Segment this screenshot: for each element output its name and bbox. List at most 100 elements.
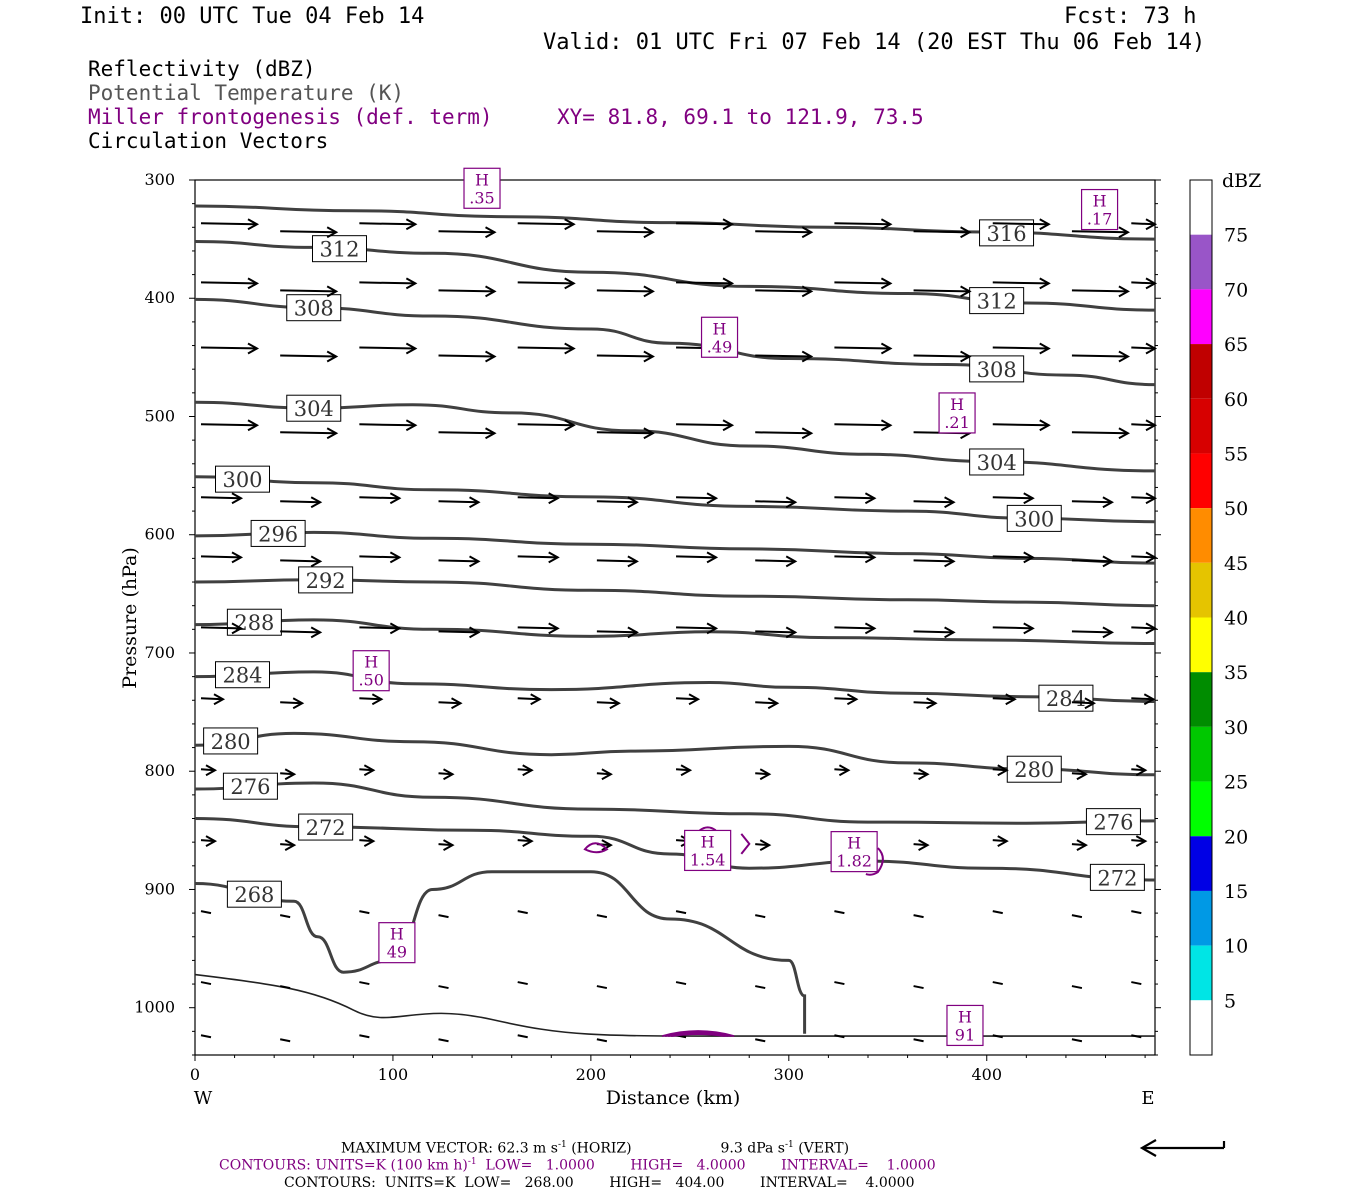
- max-vector-horiz: MAXIMUM VECTOR: 62.3 m s: [341, 1140, 558, 1157]
- surface-line: [194, 973, 1155, 1037]
- vector-arrowhead: [231, 492, 244, 505]
- x-tick-label: 400: [971, 1065, 1002, 1084]
- vector-arrowhead: [205, 835, 218, 848]
- vector-arrowhead: [1118, 285, 1130, 298]
- vector-arrowhead: [997, 835, 1009, 848]
- vector-arrowhead: [231, 622, 244, 635]
- colorbar-swatch: [1190, 617, 1212, 673]
- unit-exponent: -1: [467, 1157, 477, 1167]
- colorbar-level-label: 15: [1224, 881, 1248, 903]
- frontogenesis-max-box: [463, 167, 501, 209]
- circulation-vector: [596, 431, 653, 435]
- vector-arrowhead: [247, 342, 260, 355]
- frontogenesis-max-marker: H: [475, 170, 489, 189]
- vector-arrowhead: [643, 350, 655, 363]
- circulation-vector: [1071, 1038, 1083, 1043]
- circulation-vector: [517, 910, 528, 915]
- vector-arrowhead: [469, 496, 481, 509]
- circulation-vector: [596, 354, 653, 358]
- vector-arrowhead: [1005, 693, 1017, 706]
- circulation-vector: [1071, 630, 1112, 634]
- contour-label-box: [298, 566, 354, 594]
- vector-arrowhead: [564, 218, 576, 231]
- frontogenesis-max-value: .35: [469, 188, 494, 207]
- circulation-vector: [596, 289, 653, 293]
- contour-label: 292: [306, 569, 346, 593]
- vector-arrowhead: [1102, 496, 1114, 509]
- circulation-vector: [755, 559, 796, 563]
- circulation-vector: [913, 289, 970, 293]
- circulation-vector: [992, 697, 1015, 701]
- max-vector-vert-unit: (VERT): [793, 1140, 850, 1157]
- circulation-vector: [359, 423, 416, 427]
- circulation-vector: [359, 697, 382, 701]
- circulation-vector: [279, 985, 291, 990]
- legend-miller: Miller frontogenesis (def. term): [88, 105, 493, 129]
- colorbar-level-label: 30: [1224, 717, 1248, 739]
- vector-arrowhead: [443, 839, 455, 852]
- contour-label-box: [1006, 504, 1062, 532]
- vector-arrowhead: [389, 492, 402, 505]
- circulation-vector: [1071, 500, 1112, 504]
- frontogenesis-max-marker: H: [950, 395, 964, 414]
- contour-label: 280: [1014, 758, 1054, 782]
- colorbar-swatch: [1190, 836, 1212, 891]
- circulation-vector: [438, 500, 479, 504]
- fg-range: LOW= 1.0000 HIGH= 4.0000 INTERVAL= 1.000…: [476, 1157, 936, 1174]
- vector-arrowhead: [944, 496, 956, 509]
- circulation-vector: [1071, 289, 1128, 293]
- vector-arrowhead: [864, 622, 877, 635]
- circulation-vector: [676, 496, 717, 500]
- contour-label: 300: [1014, 507, 1054, 531]
- circulation-vector: [913, 985, 924, 990]
- vector-arrowhead: [838, 764, 851, 777]
- contour-label: 304: [294, 397, 334, 421]
- plot-frame: [194, 179, 1156, 1056]
- theta-contour: [194, 530, 1156, 565]
- frontogenesis-contour-info: CONTOURS: UNITS=K (100 km h)-1 LOW= 1.00…: [219, 1157, 936, 1174]
- frontogenesis-max-box: [684, 829, 732, 872]
- circulation-vector: [992, 423, 1049, 427]
- contour-label: 284: [222, 664, 262, 688]
- colorbar-swatch: [1190, 508, 1212, 563]
- init-time: Init: 00 UTC Tue 04 Feb 14: [80, 4, 425, 29]
- circulation-vector: [913, 630, 954, 634]
- colorbar-swatch: [1190, 1000, 1212, 1055]
- x-end-east: E: [1141, 1088, 1154, 1109]
- circulation-vector: [676, 626, 717, 630]
- circulation-vector: [359, 222, 416, 226]
- circulation-vector: [834, 281, 891, 285]
- colorbar-level-label: 55: [1224, 443, 1248, 465]
- vector-arrowhead: [326, 427, 339, 440]
- vector-arrowhead: [1076, 768, 1088, 781]
- vector-arrowhead: [918, 839, 930, 852]
- circulation-vector: [517, 222, 574, 226]
- vector-arrowhead: [326, 350, 339, 363]
- circulation-vector: [438, 630, 479, 634]
- frontogenesis-contour: [865, 847, 884, 876]
- frontogenesis-max-value: 1.54: [690, 850, 726, 869]
- vector-arrowhead: [564, 342, 576, 355]
- theta-contour: [194, 731, 1156, 777]
- vector-arrowhead: [247, 419, 260, 432]
- frontogenesis-max-marker: H: [713, 319, 727, 338]
- colorbar-level-label: 45: [1224, 553, 1248, 575]
- frontogenesis-max-value: 91: [955, 1025, 975, 1044]
- contour-label: 276: [1093, 811, 1133, 835]
- circulation-vector: [280, 701, 303, 705]
- circulation-vector: [517, 1034, 528, 1039]
- contour-label: 284: [1046, 687, 1086, 711]
- vector-arrowhead: [1039, 218, 1051, 231]
- vector-arrowhead: [326, 285, 339, 298]
- theta-contour: [194, 475, 1156, 524]
- vector-arrowhead: [785, 496, 798, 509]
- colorbar-swatch: [1190, 672, 1212, 727]
- circulation-vector: [200, 910, 212, 915]
- vector-arrowhead: [405, 342, 418, 355]
- circulation-vector: [438, 559, 479, 563]
- colorbar-swatch: [1190, 945, 1212, 1001]
- frontogenesis-contour: [583, 842, 609, 854]
- circulation-vector: [200, 423, 258, 427]
- vector-arrowhead: [485, 350, 497, 363]
- circulation-vector: [438, 431, 495, 435]
